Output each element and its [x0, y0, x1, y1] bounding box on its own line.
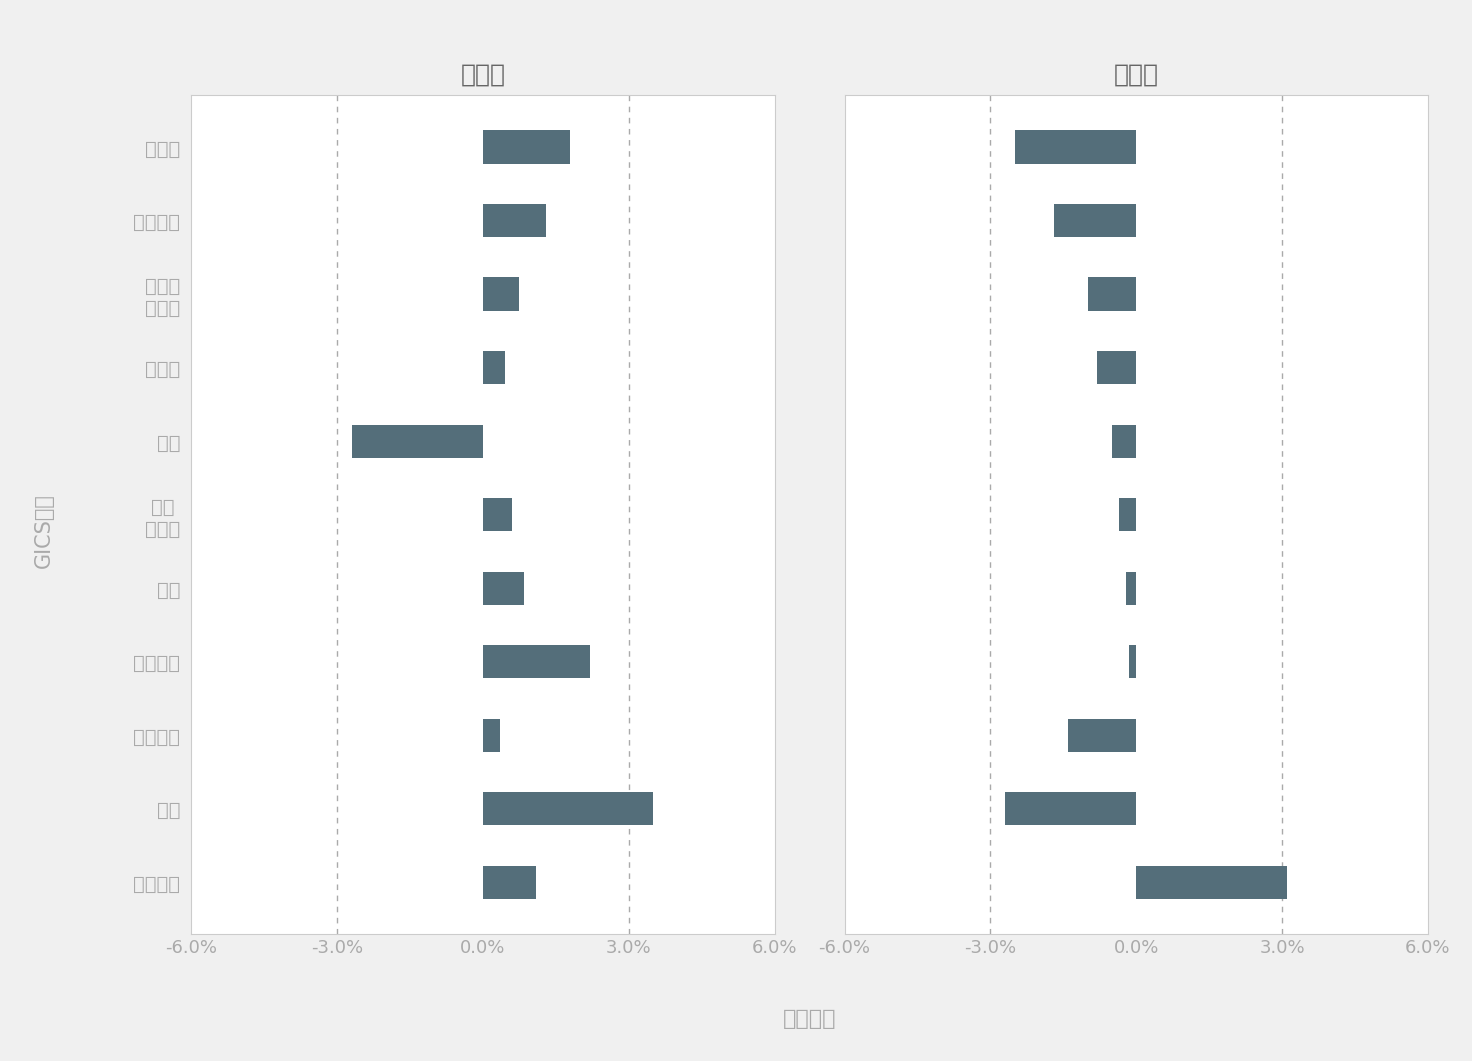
Title: 剔除法: 剔除法 — [461, 63, 505, 87]
Bar — [483, 572, 524, 605]
Bar — [1014, 131, 1136, 163]
Text: 積極權重: 積極權重 — [783, 1009, 836, 1028]
Bar — [1119, 498, 1136, 532]
Bar — [483, 278, 520, 311]
Text: GICS行業: GICS行業 — [34, 493, 54, 568]
Bar — [483, 204, 546, 237]
Bar — [1088, 278, 1136, 311]
Title: 量化法: 量化法 — [1114, 63, 1158, 87]
Bar — [1129, 645, 1136, 678]
Bar — [483, 718, 500, 751]
Bar — [483, 131, 571, 163]
Bar — [1111, 424, 1136, 457]
Bar — [483, 498, 512, 532]
Bar — [1005, 793, 1136, 825]
Bar — [1054, 204, 1136, 237]
Bar — [483, 351, 505, 384]
Bar — [1097, 351, 1136, 384]
Bar — [1126, 572, 1136, 605]
Bar — [483, 793, 654, 825]
Bar — [483, 645, 590, 678]
Bar — [1136, 866, 1287, 899]
Bar — [352, 424, 483, 457]
Bar — [1069, 718, 1136, 751]
Bar — [483, 866, 536, 899]
